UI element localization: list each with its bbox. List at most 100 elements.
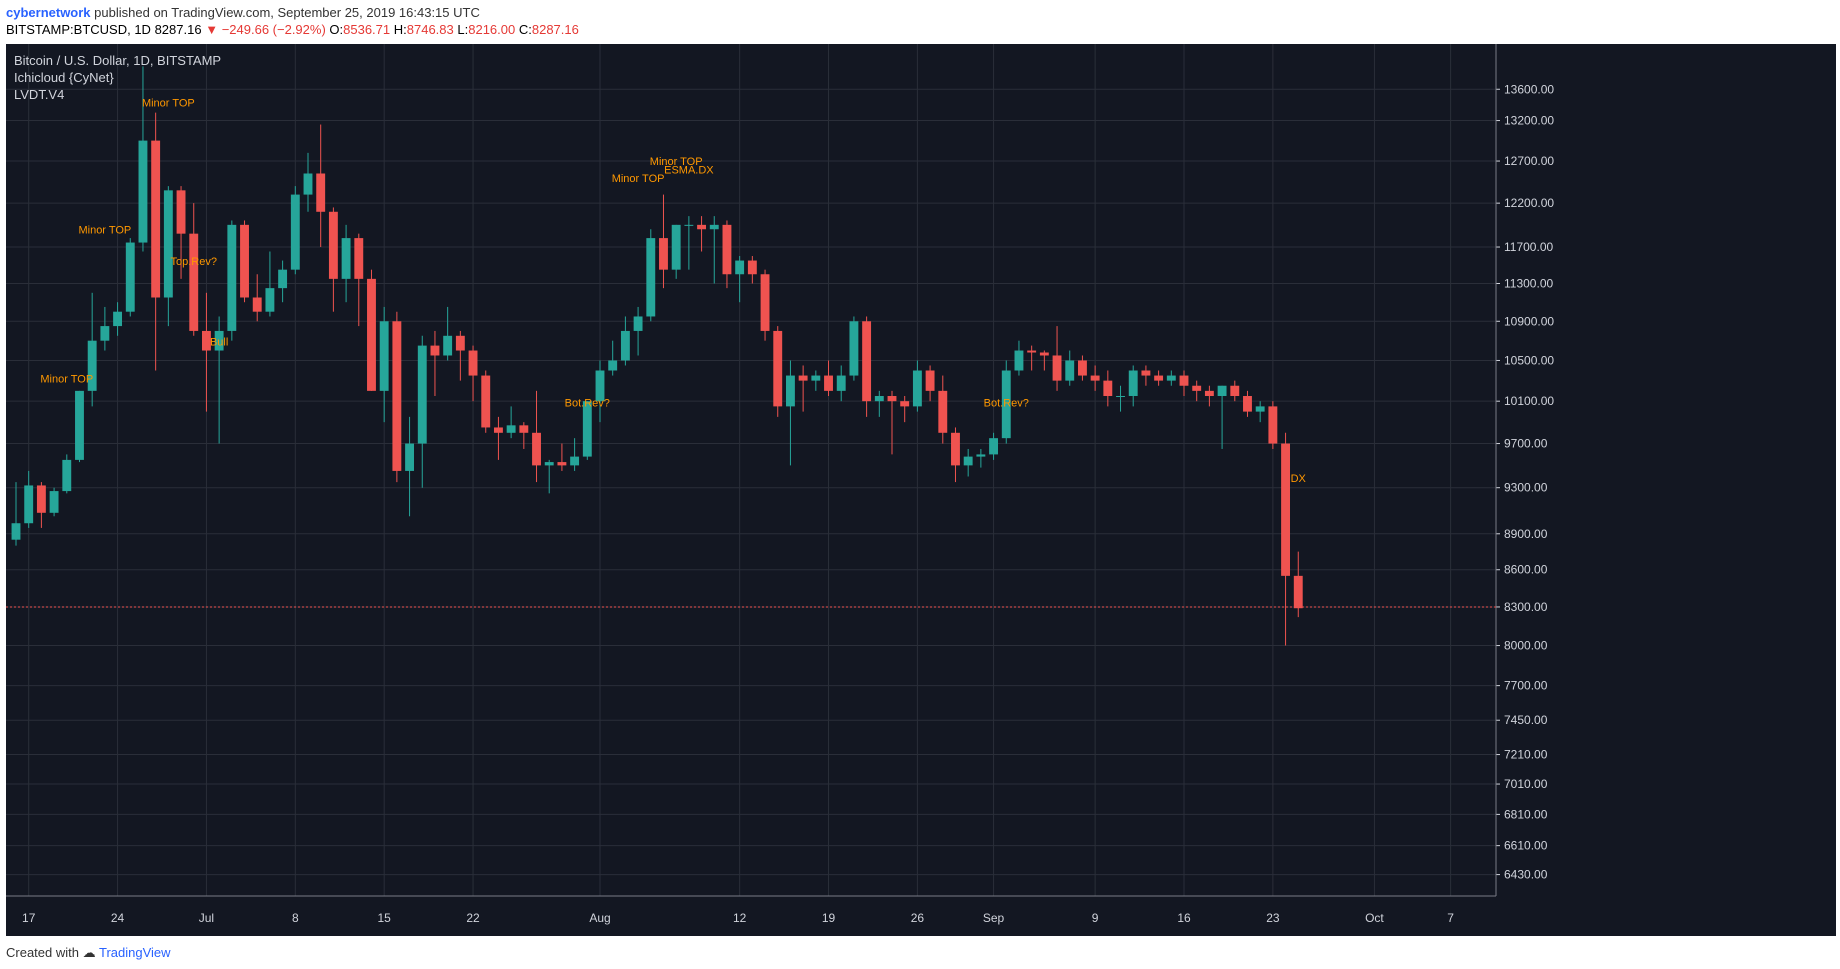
- candle-body: [1128, 370, 1138, 397]
- candle-body: [1179, 375, 1189, 386]
- candle-body: [709, 224, 719, 230]
- candle-body: [1293, 575, 1303, 609]
- annotation-label: Bot.Rev?: [565, 397, 610, 409]
- legend-title: Bitcoin / U.S. Dollar, 1D, BITSTAMP: [14, 53, 222, 68]
- candle-body: [811, 375, 821, 381]
- x-tick-label: 12: [733, 911, 747, 925]
- y-tick-label: 8900.00: [1504, 527, 1548, 541]
- candle-body: [201, 330, 211, 351]
- candle-body: [11, 523, 21, 540]
- candle-body: [735, 260, 745, 275]
- y-tick-label: 7450.00: [1504, 713, 1548, 727]
- y-tick-label: 12200.00: [1504, 196, 1554, 210]
- candle-body: [430, 345, 440, 356]
- candle-body: [36, 485, 46, 513]
- close-label: C:: [518, 22, 532, 37]
- annotation-label: Minor TOP: [40, 374, 93, 386]
- tradingview-logo-icon: ☁: [82, 945, 96, 960]
- candle-body: [519, 425, 529, 433]
- candle-body: [1001, 370, 1011, 439]
- candle-body: [468, 350, 478, 376]
- symbol-label: BITSTAMP:BTCUSD, 1D: [6, 22, 151, 37]
- candle-body: [925, 370, 935, 391]
- legend-indicator-lvdt[interactable]: LVDT.V4: [14, 87, 65, 102]
- candle-body: [113, 311, 123, 327]
- candle-body: [341, 238, 351, 279]
- candle-body: [976, 454, 986, 457]
- candle-body: [1141, 370, 1151, 376]
- candle-body: [697, 224, 707, 230]
- candle-body: [455, 335, 465, 351]
- candle-body: [278, 269, 288, 289]
- candle-body: [75, 390, 84, 460]
- y-tick-label: 6810.00: [1504, 807, 1548, 821]
- candle-body: [582, 401, 592, 457]
- candle-body: [633, 316, 643, 331]
- candle-body: [1027, 350, 1037, 353]
- y-tick-label: 8000.00: [1504, 639, 1548, 653]
- y-tick-label: 7700.00: [1504, 679, 1548, 693]
- legend-indicator-ichicloud[interactable]: Ichicloud {CyNet}: [14, 70, 114, 85]
- candle-body: [189, 233, 199, 331]
- candle-body: [684, 224, 694, 226]
- x-tick-label: 19: [822, 911, 836, 925]
- publish-info: cybernetwork published on TradingView.co…: [6, 5, 480, 20]
- candle-body: [227, 224, 237, 331]
- candle-body: [125, 242, 135, 312]
- candle-body: [963, 456, 973, 466]
- candle-body: [849, 321, 859, 376]
- x-tick-label: 8: [292, 911, 299, 925]
- x-tick-label: Oct: [1365, 911, 1384, 925]
- candle-body: [100, 326, 110, 341]
- candle-body: [24, 485, 34, 524]
- y-tick-label: 7010.00: [1504, 777, 1548, 791]
- candle-body: [214, 330, 224, 351]
- created-with-text: Created with: [6, 945, 79, 960]
- candle-body: [405, 443, 415, 471]
- author-link[interactable]: cybernetwork: [6, 5, 91, 20]
- candle-body: [989, 438, 999, 455]
- candle-body: [659, 238, 668, 270]
- x-tick-label: Sep: [983, 911, 1005, 925]
- candle-body: [1039, 352, 1049, 356]
- y-tick-label: 9300.00: [1504, 481, 1548, 495]
- candle-body: [163, 190, 173, 298]
- candle-body: [1103, 380, 1113, 397]
- candle-body: [1154, 375, 1164, 381]
- x-tick-label: 26: [911, 911, 925, 925]
- candle-body: [747, 260, 757, 275]
- y-tick-label: 8300.00: [1504, 600, 1548, 614]
- chart-header: cybernetwork published on TradingView.co…: [0, 0, 1840, 44]
- x-tick-label: 24: [111, 911, 125, 925]
- y-tick-label: 6430.00: [1504, 868, 1548, 882]
- candle-body: [87, 340, 97, 391]
- low-label: L:: [457, 22, 469, 37]
- candle-body: [773, 330, 783, 407]
- chart-area[interactable]: 6430.00 6610.00 6810.00 7010.00 7210.00 7450.…: [6, 44, 1836, 936]
- candle-body: [798, 375, 808, 381]
- open-label: O:: [329, 22, 344, 37]
- y-tick-label: 13600.00: [1504, 82, 1554, 96]
- chart-background: [6, 44, 1836, 936]
- candle-body: [760, 274, 770, 331]
- candle-body: [493, 427, 503, 433]
- candle-body: [1166, 375, 1176, 381]
- close-value: 8287.16: [531, 22, 579, 37]
- candle-body: [481, 375, 491, 428]
- open-value: 8536.71: [343, 22, 391, 37]
- candle-body: [176, 190, 186, 234]
- annotation-label: Minor TOP: [78, 225, 131, 237]
- x-tick-label: 16: [1177, 911, 1191, 925]
- y-tick-label: 6610.00: [1504, 839, 1548, 853]
- created-with: Created with ☁ TradingView: [6, 945, 171, 961]
- x-tick-label: Jul: [199, 911, 214, 925]
- y-tick-label: 13200.00: [1504, 114, 1554, 128]
- high-value: 8746.83: [406, 22, 454, 37]
- tradingview-link[interactable]: TradingView: [99, 945, 171, 960]
- candle-body: [620, 330, 630, 361]
- candle-body: [1116, 396, 1125, 398]
- candlestick-chart[interactable]: 6430.00 6610.00 6810.00 7010.00 7210.00 7450.…: [6, 44, 1836, 936]
- candle-body: [290, 194, 300, 270]
- candle-body: [506, 425, 516, 433]
- candle-body: [417, 345, 427, 444]
